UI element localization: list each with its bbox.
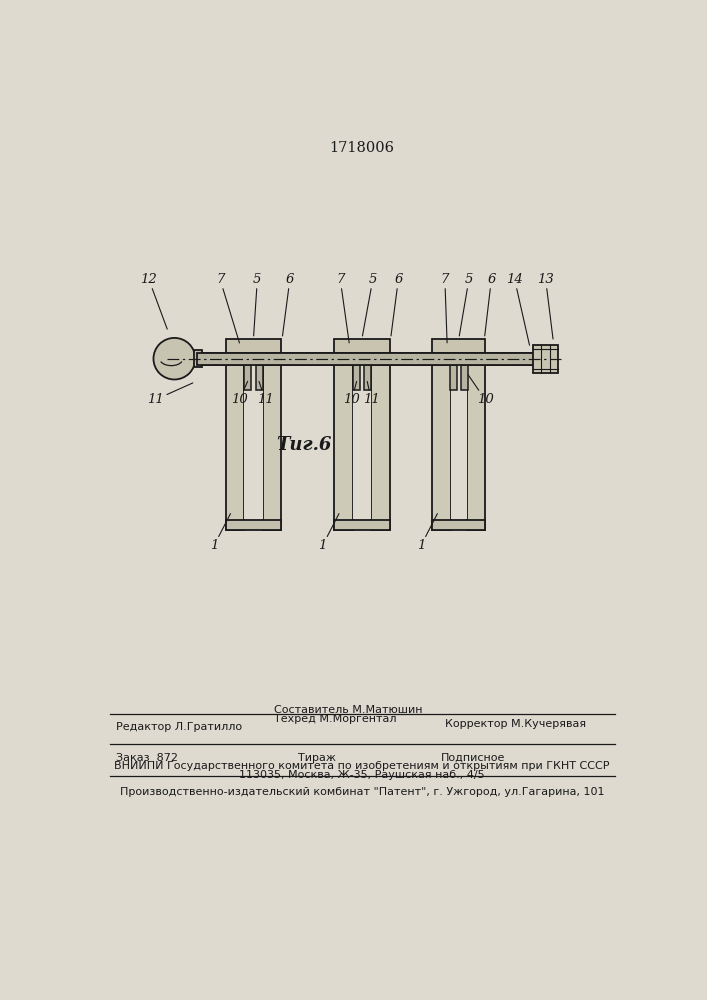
- Bar: [244, 365, 251, 389]
- Text: 1: 1: [318, 514, 339, 552]
- Text: 1: 1: [210, 514, 230, 552]
- Text: 6: 6: [391, 273, 402, 336]
- Text: Редактор Л.Гратилло: Редактор Л.Гратилло: [115, 722, 242, 732]
- Text: 113035, Москва, Ж-35, Раушская наб., 4/5: 113035, Москва, Ж-35, Раушская наб., 4/5: [239, 770, 485, 780]
- Text: Τиг.6: Τиг.6: [276, 436, 332, 454]
- Text: 7: 7: [440, 273, 449, 343]
- Bar: [197, 353, 537, 365]
- Text: 1718006: 1718006: [329, 141, 395, 155]
- Bar: [256, 365, 263, 389]
- Bar: [461, 365, 468, 389]
- Text: 14: 14: [506, 273, 530, 345]
- Text: .: .: [329, 753, 332, 763]
- Text: 10: 10: [344, 381, 361, 406]
- Text: Подписное: Подписное: [441, 753, 506, 763]
- Text: 10: 10: [468, 375, 493, 406]
- Bar: [353, 365, 371, 519]
- Text: 6: 6: [485, 273, 496, 336]
- Circle shape: [153, 338, 195, 379]
- Text: 5: 5: [253, 273, 262, 336]
- Text: Корректор М.Кучерявая: Корректор М.Кучерявая: [445, 719, 586, 729]
- Bar: [197, 353, 537, 365]
- Text: Составитель М.Матюшин: Составитель М.Матюшин: [274, 705, 423, 715]
- Bar: [433, 365, 451, 530]
- Bar: [226, 339, 281, 353]
- Text: 5: 5: [363, 273, 377, 336]
- Text: 12: 12: [141, 273, 168, 329]
- Bar: [433, 520, 485, 530]
- Bar: [353, 365, 360, 389]
- Text: 11: 11: [148, 383, 193, 406]
- Bar: [263, 365, 281, 530]
- Text: 7: 7: [216, 273, 240, 343]
- Bar: [244, 365, 263, 519]
- Text: 6: 6: [283, 273, 294, 336]
- Bar: [226, 520, 281, 530]
- Bar: [194, 350, 202, 367]
- Bar: [433, 339, 485, 353]
- Text: ВНИИПИ Государственного комитета по изобретениям и открытиям при ГКНТ СССР: ВНИИПИ Государственного комитета по изоб…: [115, 761, 609, 771]
- Text: Производственно-издательский комбинат "Патент", г. Ужгород, ул.Гагарина, 101: Производственно-издательский комбинат "П…: [119, 787, 604, 797]
- Text: 1: 1: [416, 514, 438, 552]
- Bar: [334, 520, 390, 530]
- Text: 11: 11: [257, 381, 274, 406]
- Text: Тираж: Тираж: [298, 753, 336, 763]
- Bar: [334, 365, 353, 530]
- Bar: [451, 365, 467, 519]
- Text: 13: 13: [537, 273, 554, 339]
- Text: 5: 5: [460, 273, 473, 336]
- Bar: [450, 365, 457, 389]
- Text: 11: 11: [363, 381, 380, 406]
- Text: 7: 7: [336, 273, 349, 343]
- Text: Техред М.Моргентал: Техред М.Моргентал: [274, 714, 397, 724]
- Bar: [364, 365, 371, 389]
- Bar: [334, 339, 390, 353]
- Bar: [533, 345, 558, 373]
- Bar: [226, 365, 244, 530]
- Bar: [467, 365, 485, 530]
- Bar: [371, 365, 390, 530]
- Text: 10: 10: [231, 381, 248, 406]
- Text: Заказ  872: Заказ 872: [115, 753, 177, 763]
